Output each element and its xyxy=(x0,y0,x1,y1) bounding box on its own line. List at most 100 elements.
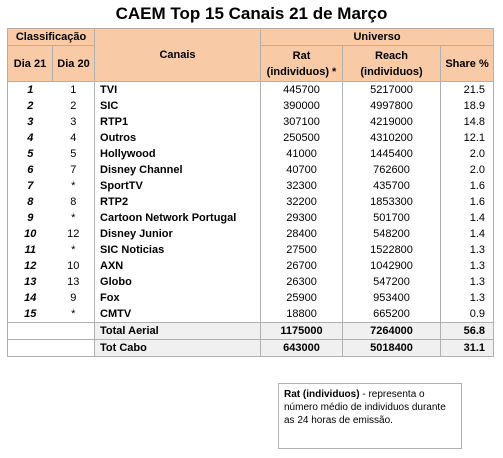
rank-dia21: 5 xyxy=(7,146,53,162)
share-value: 1.6 xyxy=(440,178,495,194)
rat-value: 32300 xyxy=(260,178,343,194)
total-rat: 643000 xyxy=(260,339,343,357)
channel-name: Disney Junior xyxy=(100,228,173,240)
share-value: 18.9 xyxy=(440,98,495,114)
share-value: 1.4 xyxy=(440,210,495,226)
table-row: 2 2 SIC 390000 4997800 18.9 xyxy=(7,98,495,114)
header-rat: Rat (individuos) * xyxy=(260,45,344,82)
table-row: 10 12 Disney Junior 28400 548200 1.4 xyxy=(7,226,495,242)
reach-value: 665200 xyxy=(342,306,441,323)
reach-value: 1853300 xyxy=(342,194,441,210)
header-universo: Universo xyxy=(260,28,495,46)
rat-value: 26300 xyxy=(260,274,343,290)
rank-dia20: 4 xyxy=(52,130,96,146)
rat-value: 32200 xyxy=(260,194,343,210)
rank-dia20: * xyxy=(52,178,96,194)
total-label: Tot Cabo xyxy=(94,339,261,357)
reach-value: 4219000 xyxy=(342,114,441,130)
rat-value: 18800 xyxy=(260,306,343,323)
rat-value: 26700 xyxy=(260,258,343,274)
channel-name: RTP1 xyxy=(100,116,129,128)
rank-dia21: 15 xyxy=(7,306,53,323)
rank-dia20: 1 xyxy=(52,81,96,98)
share-value: 2.0 xyxy=(440,146,495,162)
share-value: 2.0 xyxy=(440,162,495,178)
rank-dia21: 4 xyxy=(7,130,53,146)
rat-value: 27500 xyxy=(260,242,343,258)
rat-value: 307100 xyxy=(260,114,343,130)
share-value: 1.3 xyxy=(440,274,495,290)
reach-value: 762600 xyxy=(342,162,441,178)
rat-value: 25900 xyxy=(260,290,343,306)
table-row: 1 1 TVI 445700 5217000 21.5 xyxy=(7,81,495,98)
rank-dia21: 6 xyxy=(7,162,53,178)
rank-dia21: 2 xyxy=(7,98,53,114)
total-share: 31.1 xyxy=(440,339,495,357)
footnote-box: Rat (individuos) - representa o número m… xyxy=(278,383,462,449)
reach-value: 547200 xyxy=(342,274,441,290)
channel-name: SIC Noticias xyxy=(100,244,165,256)
table-row: 11 * SIC Noticias 27500 1522800 1.3 xyxy=(7,242,495,258)
total-share: 56.8 xyxy=(440,322,495,340)
table-row: 13 13 Globo 26300 547200 1.3 xyxy=(7,274,495,290)
footnote-term: Rat (individuos) xyxy=(284,389,360,400)
rank-dia20: 9 xyxy=(52,290,96,306)
ratings-table: Classificação Canais Universo Dia 21 Dia… xyxy=(6,28,495,357)
total-reach: 5018400 xyxy=(342,339,441,357)
table-row: 9 * Cartoon Network Portugal 29300 501700 1.4 xyxy=(7,210,495,226)
reach-value: 501700 xyxy=(342,210,441,226)
channel-name: CMTV xyxy=(100,308,132,320)
rank-dia20: 13 xyxy=(52,274,96,290)
rank-dia21: 8 xyxy=(7,194,53,210)
rank-dia21: 11 xyxy=(7,242,53,258)
footnote-text: - representa o número médio de individuo… xyxy=(284,389,446,426)
rank-dia21: 9 xyxy=(7,210,53,226)
total-blank xyxy=(7,339,53,357)
channel-name: SportTV xyxy=(100,180,143,192)
reach-value: 5217000 xyxy=(342,81,441,98)
share-value: 14.8 xyxy=(440,114,495,130)
total-blank xyxy=(52,322,96,340)
total-reach: 7264000 xyxy=(342,322,441,340)
share-value: 1.4 xyxy=(440,226,495,242)
rat-value: 250500 xyxy=(260,130,343,146)
rank-dia20: 2 xyxy=(52,98,96,114)
reach-value: 4310200 xyxy=(342,130,441,146)
channel-name: Fox xyxy=(100,292,120,304)
header-share: Share % xyxy=(440,45,495,82)
table-row: 8 8 RTP2 32200 1853300 1.6 xyxy=(7,194,495,210)
share-value: 1.3 xyxy=(440,242,495,258)
channel-name: TVI xyxy=(100,84,118,96)
reach-value: 1042900 xyxy=(342,258,441,274)
table-row: 5 5 Hollywood 41000 1445400 2.0 xyxy=(7,146,495,162)
share-value: 0.9 xyxy=(440,306,495,323)
reach-value: 953400 xyxy=(342,290,441,306)
reach-value: 1522800 xyxy=(342,242,441,258)
table-row: 3 3 RTP1 307100 4219000 14.8 xyxy=(7,114,495,130)
rank-dia20: 12 xyxy=(52,226,96,242)
reach-value: 435700 xyxy=(342,178,441,194)
rank-dia20: 3 xyxy=(52,114,96,130)
rat-value: 29300 xyxy=(260,210,343,226)
rat-value: 41000 xyxy=(260,146,343,162)
share-value: 1.3 xyxy=(440,258,495,274)
rank-dia21: 14 xyxy=(7,290,53,306)
share-value: 21.5 xyxy=(440,81,495,98)
rank-dia20: * xyxy=(52,306,96,323)
rat-value: 40700 xyxy=(260,162,343,178)
rank-dia21: 13 xyxy=(7,274,53,290)
header-classificacao: Classificação xyxy=(6,28,96,46)
table-row: 15 * CMTV 18800 665200 0.9 xyxy=(7,306,495,323)
header-dia20: Dia 20 xyxy=(51,45,96,82)
rank-dia20: * xyxy=(52,242,96,258)
share-value: 1.3 xyxy=(440,290,495,306)
channel-name: Hollywood xyxy=(100,148,156,160)
page-title: CAEM Top 15 Canais 21 de Março xyxy=(115,4,388,23)
rank-dia21: 7 xyxy=(7,178,53,194)
channel-name: Globo xyxy=(100,276,132,288)
rank-dia20: 8 xyxy=(52,194,96,210)
reach-value: 4997800 xyxy=(342,98,441,114)
rank-dia21: 10 xyxy=(7,226,53,242)
header-reach: Reach (individuos) xyxy=(342,45,442,82)
total-blank xyxy=(52,339,96,357)
